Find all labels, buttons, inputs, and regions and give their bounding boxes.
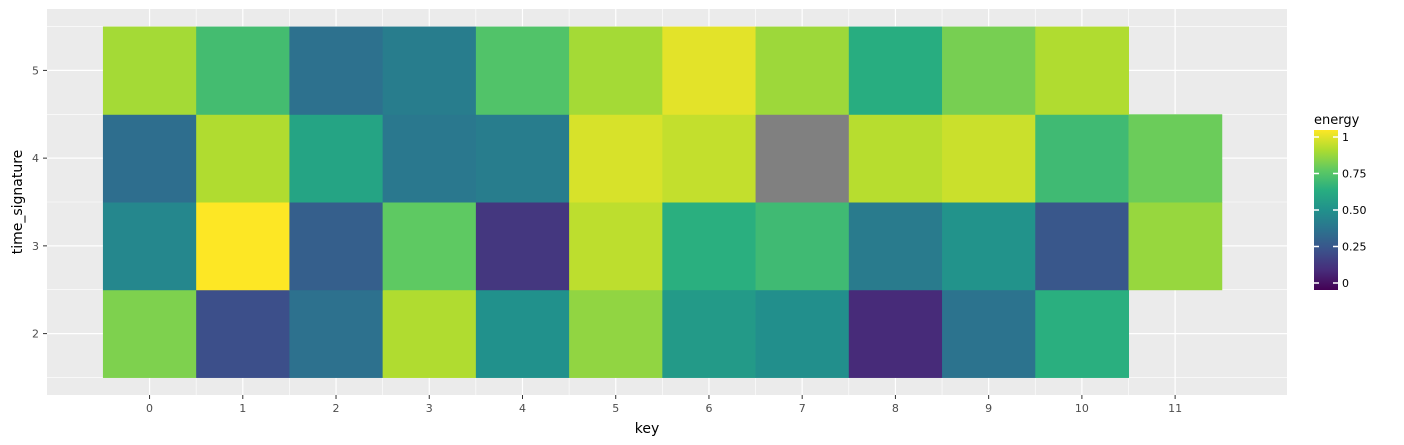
heatmap-cell bbox=[1035, 202, 1130, 291]
y-tick-label: 2 bbox=[32, 328, 39, 341]
heatmap-cell bbox=[196, 289, 290, 378]
heatmap-cell bbox=[1128, 114, 1223, 203]
legend-tick-label: 0.25 bbox=[1342, 241, 1367, 254]
heatmap-cell bbox=[569, 289, 663, 378]
heatmap-cell bbox=[569, 114, 663, 203]
heatmap-cell bbox=[475, 289, 570, 378]
heatmap-cell bbox=[102, 26, 197, 115]
x-tick-label: 4 bbox=[519, 402, 526, 415]
heatmap-cell bbox=[569, 26, 663, 115]
heatmap-cell bbox=[382, 114, 477, 203]
x-axis-title: key bbox=[635, 421, 660, 437]
heatmap-cell bbox=[942, 26, 1036, 115]
heatmap-cell bbox=[755, 26, 850, 115]
heatmap-cell bbox=[382, 289, 477, 378]
heatmap-cell bbox=[848, 202, 943, 291]
legend-tick-label: 1 bbox=[1342, 131, 1349, 144]
heatmap-cell bbox=[848, 289, 943, 378]
heatmap-cell bbox=[382, 202, 477, 291]
heatmap-cell bbox=[102, 202, 197, 291]
heatmap-cell bbox=[289, 202, 384, 291]
legend-ticks: 0 0.25 0.50 0.75 1 bbox=[1314, 131, 1367, 290]
legend: energy 0 0.25 0.50 0.75 1 bbox=[1314, 113, 1367, 290]
heatmap-cell bbox=[475, 26, 570, 115]
heatmap-cell bbox=[662, 202, 757, 291]
heatmap-cell bbox=[662, 114, 757, 203]
heatmap-cell bbox=[196, 26, 290, 115]
x-tick-label: 10 bbox=[1075, 402, 1089, 415]
heatmap-cell bbox=[102, 289, 197, 378]
heatmap-cell bbox=[475, 202, 570, 291]
heatmap-cell bbox=[102, 114, 197, 203]
heatmap-cell bbox=[1128, 202, 1223, 291]
heatmap-cell bbox=[848, 114, 943, 203]
y-tick-label: 5 bbox=[32, 64, 39, 77]
x-tick-label: 0 bbox=[146, 402, 153, 415]
heatmap-cell bbox=[662, 26, 757, 115]
x-tick-label: 2 bbox=[333, 402, 340, 415]
legend-tick-label: 0.50 bbox=[1342, 204, 1367, 217]
x-tick-label: 7 bbox=[799, 402, 806, 415]
y-tick-label: 4 bbox=[32, 152, 39, 165]
x-tick-label: 8 bbox=[892, 402, 899, 415]
x-tick-label: 1 bbox=[239, 402, 246, 415]
heatmap-cell bbox=[196, 202, 290, 291]
heatmap-cell bbox=[662, 289, 757, 378]
x-tick-label: 6 bbox=[705, 402, 712, 415]
legend-title: energy bbox=[1314, 113, 1360, 128]
heatmap-cell bbox=[942, 202, 1036, 291]
heatmap-cells bbox=[102, 26, 1223, 378]
y-tick-label: 3 bbox=[32, 240, 39, 253]
heatmap-cell bbox=[755, 202, 850, 291]
heatmap-cell bbox=[289, 114, 384, 203]
heatmap-cell bbox=[475, 114, 570, 203]
heatmap-cell bbox=[1035, 289, 1130, 378]
heatmap-cell bbox=[1035, 26, 1130, 115]
heatmap-cell bbox=[289, 26, 384, 115]
heatmap-cell bbox=[382, 26, 477, 115]
y-axis-title: time_signature bbox=[10, 150, 26, 255]
heatmap-cell bbox=[755, 289, 850, 378]
x-axis: 0 1 2 3 4 5 6 7 8 9 10 11 bbox=[146, 395, 1182, 415]
heatmap-cell bbox=[289, 289, 384, 378]
y-axis: 2 3 4 5 bbox=[32, 64, 47, 341]
x-tick-label: 5 bbox=[612, 402, 619, 415]
heatmap-cell bbox=[755, 114, 850, 203]
x-tick-label: 3 bbox=[426, 402, 433, 415]
x-tick-label: 9 bbox=[985, 402, 992, 415]
legend-tick-label: 0 bbox=[1342, 277, 1349, 290]
heatmap-cell bbox=[942, 289, 1036, 378]
x-tick-label: 11 bbox=[1168, 402, 1182, 415]
heatmap-cell bbox=[848, 26, 943, 115]
heatmap-cell bbox=[196, 114, 290, 203]
legend-tick-label: 0.75 bbox=[1342, 168, 1367, 181]
heatmap-cell bbox=[1035, 114, 1130, 203]
heatmap-cell bbox=[569, 202, 663, 291]
heatmap-cell bbox=[942, 114, 1036, 203]
